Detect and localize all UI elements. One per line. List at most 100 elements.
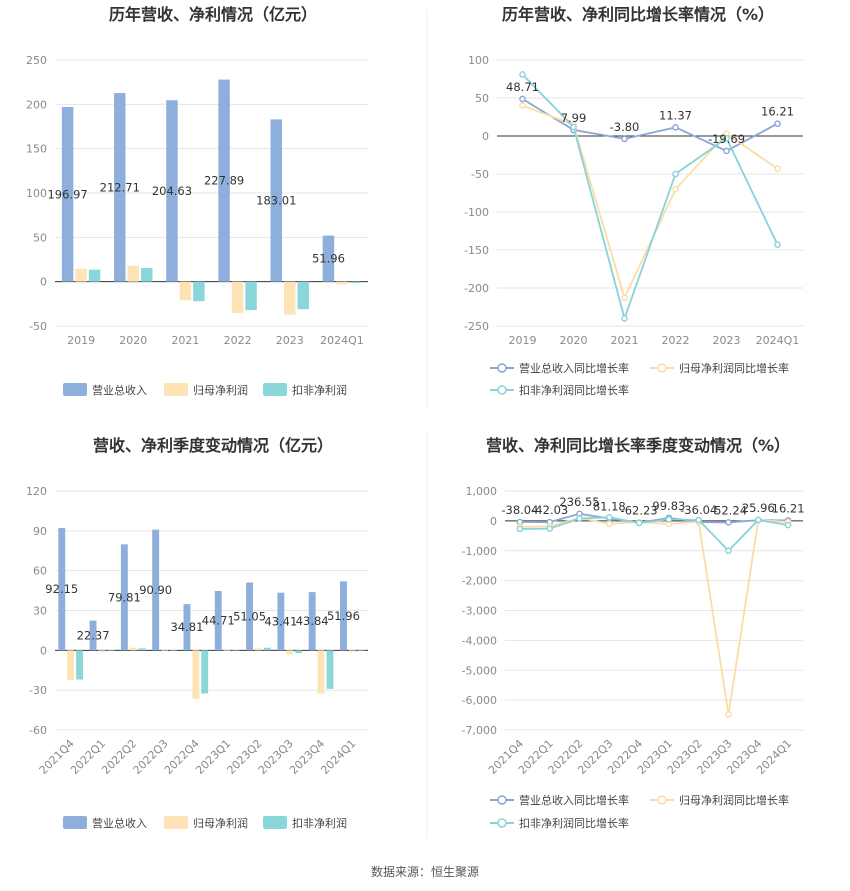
bar-归母净利润 <box>98 650 106 652</box>
y-tick-label: -250 <box>464 320 489 333</box>
bar-归母净利润 <box>129 647 137 651</box>
y-tick-label: -3,000 <box>462 605 497 618</box>
legend-swatch <box>63 383 87 396</box>
series-line-营业总收入同比增长率 <box>522 98 778 152</box>
bar-归母净利润 <box>284 281 296 315</box>
series-line-扣非净利润同比增长率 <box>519 516 789 553</box>
data-label: 92.15 <box>45 582 78 596</box>
data-label: 43.41 <box>264 615 297 629</box>
y-tick-label: -50 <box>471 168 489 181</box>
data-label: 81.18 <box>593 499 626 513</box>
data-source-note: 数据来源：恒生聚源 <box>371 864 479 879</box>
data-label: 43.84 <box>296 614 329 628</box>
point-营业总收入同比增长率 <box>621 135 628 143</box>
x-tick-label: 2023 <box>713 334 741 347</box>
bar-扣非净利润 <box>295 650 303 653</box>
data-label: -36.04 <box>680 503 717 517</box>
bar-营业总收入 <box>120 544 128 651</box>
bar-归母净利润 <box>67 650 75 681</box>
bar-扣非净利润 <box>326 650 334 689</box>
data-label: 90.90 <box>139 583 172 597</box>
y-tick-label: 60 <box>33 565 47 578</box>
x-tick-label: 2022 <box>224 334 252 347</box>
bar-归母净利润 <box>286 650 294 655</box>
bar-扣非净利润 <box>297 281 309 310</box>
legend-swatch-marker <box>657 363 667 373</box>
legend-swatch <box>263 816 287 829</box>
data-label: -52.24 <box>710 503 747 517</box>
bar-扣非净利润 <box>76 650 83 680</box>
data-label: -38.04 <box>501 503 538 517</box>
chart-title: 历年营收、净利同比增长率情况（%） <box>502 5 774 24</box>
point-营业总收入同比增长率 <box>672 124 679 131</box>
point-扣非净利润同比增长率 <box>570 123 577 131</box>
y-tick-label: -5,000 <box>462 664 497 677</box>
point-归母净利润同比增长率 <box>725 711 732 718</box>
bar-归母净利润 <box>192 650 200 699</box>
legend-item: 扣非净利润 <box>292 816 347 830</box>
bar-营业总收入 <box>340 581 347 651</box>
point-扣非净利润同比增长率 <box>516 525 524 533</box>
bar-归母净利润 <box>75 268 87 282</box>
legend-item: 归母净利润 <box>193 383 248 397</box>
bar-营业总收入 <box>114 93 126 282</box>
y-tick-label: -150 <box>464 244 489 257</box>
data-label: 51.96 <box>327 609 360 623</box>
data-label: 22.37 <box>77 628 110 642</box>
point-扣非净利润同比增长率 <box>546 525 554 532</box>
legend-swatch <box>263 383 287 396</box>
x-tick-label: 2020 <box>560 334 588 347</box>
legend-swatch-marker <box>497 818 507 828</box>
y-tick-label: -4,000 <box>462 634 497 647</box>
data-label: 34.81 <box>170 620 203 634</box>
point-扣非净利润同比增长率 <box>519 71 526 78</box>
point-归母净利润同比增长率 <box>519 102 526 109</box>
bar-归母净利润 <box>255 648 262 651</box>
y-tick-label: 0 <box>482 130 489 143</box>
bar-营业总收入 <box>277 592 285 651</box>
bar-营业总收入 <box>152 529 160 651</box>
chart-title: 营收、净利季度变动情况（亿元） <box>93 436 333 455</box>
y-tick-label: 120 <box>26 485 47 498</box>
bar-归母净利润 <box>336 281 348 285</box>
point-扣非净利润同比增长率 <box>695 516 703 524</box>
bar-营业总收入 <box>218 79 230 282</box>
bar-扣非净利润 <box>232 649 240 651</box>
point-扣非净利润同比增长率 <box>665 516 673 523</box>
y-tick-label: 0 <box>490 515 497 528</box>
legend-item: 扣非净利润同比增长率 <box>519 816 629 830</box>
legend-swatch-marker <box>657 795 667 805</box>
data-label: 51.05 <box>233 609 266 623</box>
y-tick-label: -100 <box>464 206 489 219</box>
bar-营业总收入 <box>214 590 222 651</box>
point-扣非净利润同比增长率 <box>672 170 679 178</box>
point-营业总收入同比增长率 <box>723 147 730 155</box>
y-tick-label: 30 <box>33 605 47 618</box>
bar-扣非净利润 <box>88 269 101 282</box>
point-扣非净利润同比增长率 <box>755 516 762 524</box>
bar-扣非净利润 <box>245 281 257 311</box>
bar-营业总收入 <box>166 100 178 282</box>
y-tick-label: -1,000 <box>462 545 497 558</box>
bar-扣非净利润 <box>357 650 365 651</box>
bar-营业总收入 <box>270 119 283 282</box>
legend-item: 归母净利润 <box>193 816 248 830</box>
point-扣非净利润同比增长率 <box>576 515 583 522</box>
y-tick-label: -30 <box>29 684 47 697</box>
bar-营业总收入 <box>183 604 191 651</box>
data-label: 51.96 <box>312 252 345 266</box>
data-label: 25.96 <box>742 501 775 515</box>
y-tick-label: 200 <box>26 98 47 111</box>
data-label: 7.99 <box>561 111 587 125</box>
y-tick-label: -200 <box>464 282 489 295</box>
bar-营业总收入 <box>58 527 66 651</box>
bar-营业总收入 <box>89 620 97 651</box>
legend-item: 扣非净利润 <box>292 383 347 397</box>
legend-swatch-marker <box>497 385 507 395</box>
y-tick-label: 50 <box>475 92 489 105</box>
data-label: 196.97 <box>47 187 87 201</box>
bar-扣非净利润 <box>201 650 209 694</box>
legend-swatch <box>164 383 188 396</box>
point-扣非净利润同比增长率 <box>725 547 732 555</box>
